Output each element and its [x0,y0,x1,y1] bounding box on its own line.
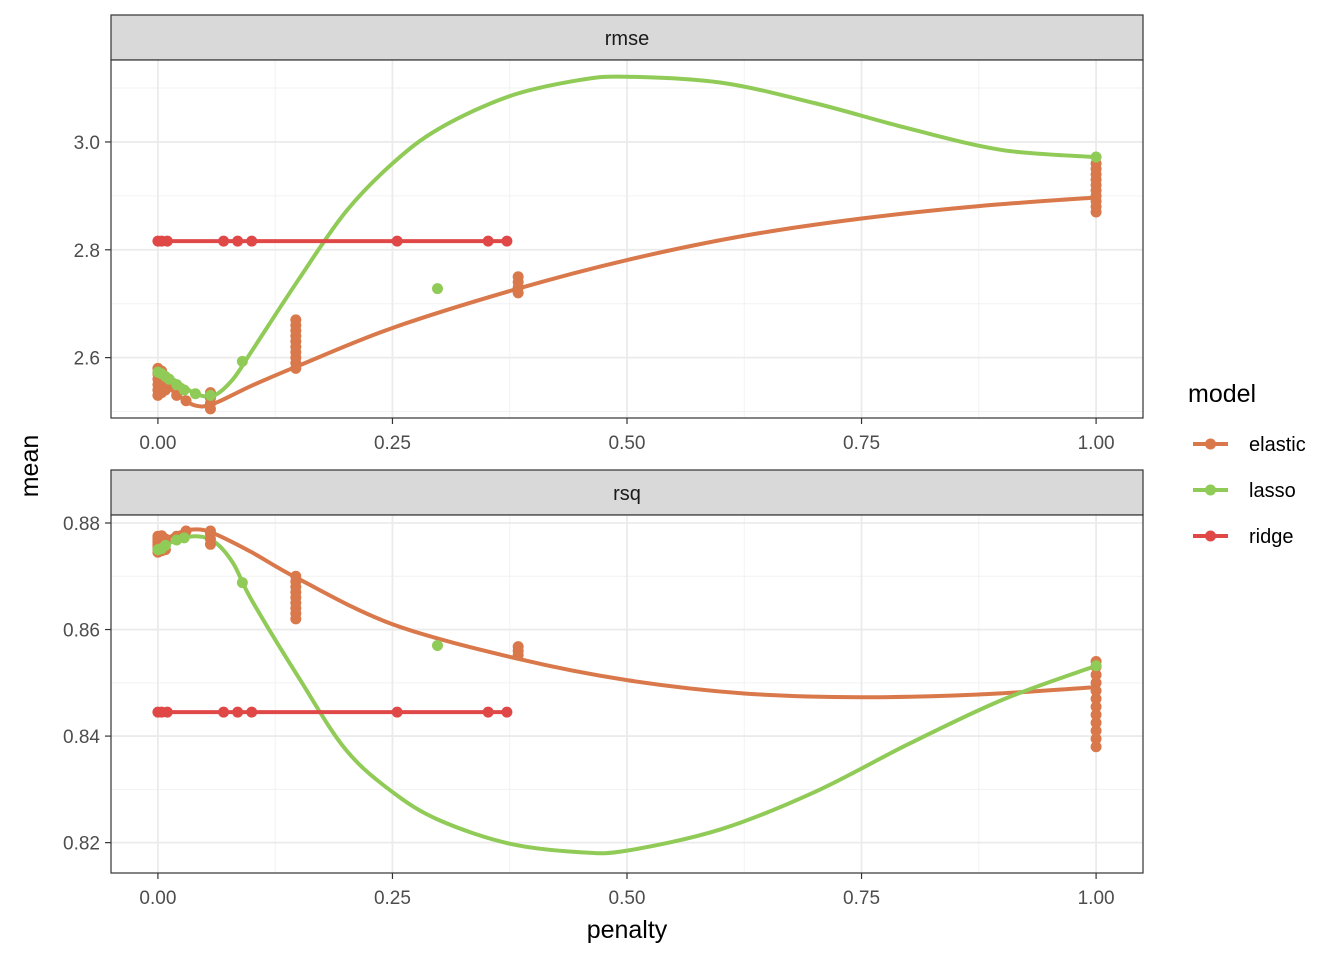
point-ridge-rsq [501,706,513,718]
x-tick-label-rsq: 0.25 [374,888,411,909]
legend-key-point-elastic [1205,438,1216,450]
point-ridge-rsq [232,706,244,718]
legend-title: model [1188,380,1256,408]
x-tick-label-rmse: 0.00 [139,433,176,454]
point-lasso-rsq [178,532,190,544]
point-elastic-rmse [180,395,192,407]
x-tick-label-rsq: 1.00 [1078,888,1115,909]
point-elastic-rsq [1090,685,1102,697]
point-lasso-rsq [236,577,248,589]
legend-item-elastic: elastic [1193,434,1306,456]
x-tick-label-rsq: 0.75 [843,888,880,909]
series-line-elastic-rmse [156,195,1097,409]
y-tick-label-rmse: 2.6 [74,349,100,370]
y-tick-label-rsq: 0.84 [63,727,100,748]
facet-strip-rsq [110,469,1144,516]
legend-label-lasso: lasso [1249,480,1296,502]
x-axis-title: penalty [587,916,668,944]
point-lasso-rsq [431,640,443,652]
facet-panel-rmse: rmse 2.6 2.8 3.0 0.00 0.25 0.50 0.75 1.00 [74,14,1144,454]
point-elastic-rmse [512,271,524,283]
point-elastic-rsq [1090,725,1102,737]
x-tick-label-rmse: 0.25 [374,433,411,454]
legend-label-ridge: ridge [1249,526,1293,548]
y-tick-label-rsq: 0.88 [63,514,100,535]
point-lasso-rmse [178,384,190,396]
facet-strip-label-rsq: rsq [613,483,641,505]
y-tick-label-rmse: 2.8 [74,241,100,262]
legend-key-point-lasso [1205,484,1216,496]
point-ridge-rmse [218,235,230,247]
point-elastic-rsq [1090,701,1102,713]
legend-item-lasso: lasso [1193,480,1296,502]
legend: model elastic lasso ridge [1188,380,1306,548]
point-ridge-rmse [161,235,173,247]
point-lasso-rmse [204,389,216,401]
legend-key-point-ridge [1205,530,1216,542]
point-elastic-rsq [1090,693,1102,705]
point-ridge-rmse [501,235,513,247]
x-tick-label-rmse: 0.75 [843,433,880,454]
y-tick-label-rsq: 0.82 [63,834,100,855]
y-axis-title: mean [16,435,44,498]
point-ridge-rsq [246,706,258,718]
point-lasso-rsq [159,539,171,551]
point-lasso-rmse [1090,151,1102,163]
x-axis-rmse: 0.00 0.25 0.50 0.75 1.00 [139,418,1115,454]
y-tick-label-rsq: 0.86 [63,621,100,642]
y-axis-rmse: 2.6 2.8 3.0 [74,133,111,370]
facet-strip-label-rmse: rmse [605,28,649,50]
point-lasso-rmse [236,355,248,367]
point-lasso-rsq [1090,660,1102,672]
point-elastic-rsq [204,525,216,537]
point-ridge-rsq [218,706,230,718]
legend-item-ridge: ridge [1193,526,1293,548]
point-elastic-rsq [1090,669,1102,681]
x-tick-label-rmse: 0.50 [609,433,646,454]
x-axis-rsq: 0.00 0.25 0.50 0.75 1.00 [139,873,1115,909]
point-ridge-rmse [482,235,494,247]
point-ridge-rmse [232,235,244,247]
point-lasso-rmse [189,388,201,400]
y-axis-rsq: 0.82 0.84 0.86 0.88 [63,514,111,855]
data-points-rmse [152,151,1102,415]
point-elastic-rsq [1090,677,1102,689]
point-ridge-rsq [391,706,403,718]
point-ridge-rmse [391,235,403,247]
legend-label-elastic: elastic [1249,434,1306,456]
point-ridge-rsq [482,706,494,718]
point-elastic-rsq [1090,733,1102,745]
point-elastic-rmse [290,314,302,326]
facet-panel-rsq: rsq 0.82 0.84 0.86 0.88 0.00 0.25 0.50 0.75 1.0… [63,469,1144,909]
point-ridge-rsq [161,706,173,718]
y-tick-label-rmse: 3.0 [74,133,100,154]
data-points-rsq [152,525,1102,753]
legend-items: elastic lasso ridge [1193,434,1306,548]
series-line-elastic-rsq [156,527,1097,700]
point-elastic-rsq [290,570,302,582]
x-tick-label-rmse: 1.00 [1078,433,1115,454]
point-ridge-rmse [246,235,258,247]
point-elastic-rsq [1090,717,1102,729]
facet-strip-rmse [110,14,1144,61]
point-elastic-rsq [1090,741,1102,753]
point-elastic-rsq [512,641,524,653]
x-tick-label-rsq: 0.00 [139,888,176,909]
point-elastic-rsq [1090,709,1102,721]
x-tick-label-rsq: 0.50 [609,888,646,909]
point-lasso-rmse [431,283,443,295]
